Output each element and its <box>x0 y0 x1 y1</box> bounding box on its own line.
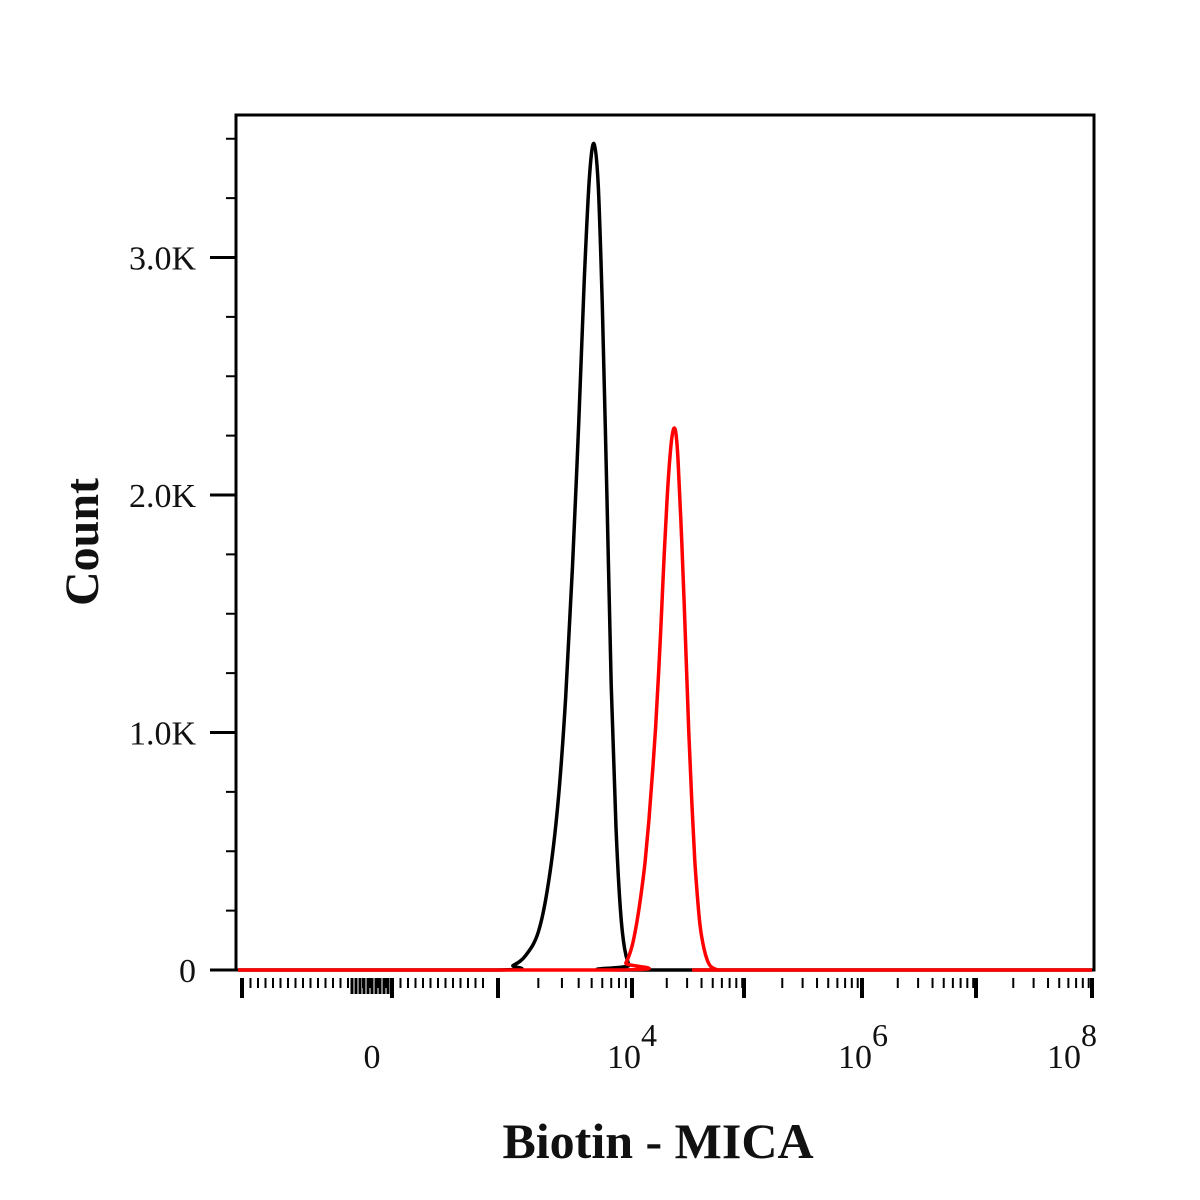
y-minor-ticks <box>226 137 236 912</box>
series-layer <box>238 141 1092 972</box>
y-tick-label-1: 1.0K <box>129 716 197 753</box>
y-tick-label-2: 2.0K <box>129 478 197 515</box>
series-line-1 <box>238 426 1092 972</box>
x-tick-label-3: 108 <box>1047 1017 1097 1076</box>
x-tick-label-0: 0 <box>364 1039 381 1076</box>
y-tick-label-3: 3.0K <box>129 241 197 278</box>
y-axis-ticks: 0 1.0K 2.0K 3.0K <box>129 241 236 990</box>
x-axis: 0 104 106 108 <box>236 968 1097 1076</box>
x-axis-title: Biotin - MICA <box>502 1113 813 1169</box>
series-line-0 <box>238 141 1092 972</box>
x-tick-label-1: 104 <box>607 1017 657 1076</box>
y-axis-title: Count <box>56 478 109 606</box>
x-tick-label-2: 106 <box>838 1017 888 1076</box>
y-tick-label-0: 0 <box>179 953 196 990</box>
